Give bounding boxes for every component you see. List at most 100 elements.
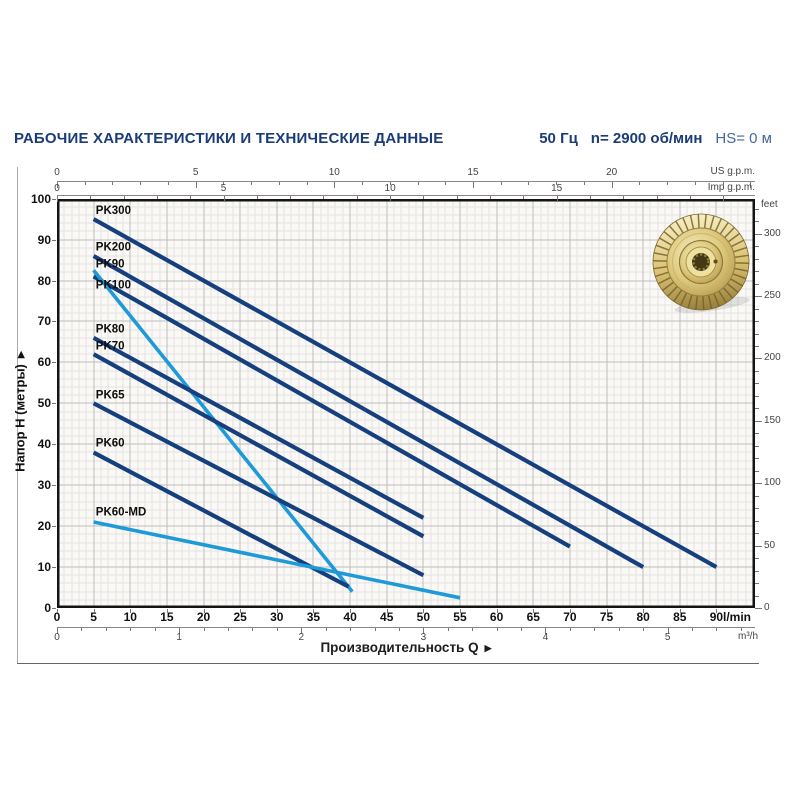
spec-row: 50 Гц n= 2900 об/мин HS= 0 м: [539, 130, 772, 147]
feet-tick-mark: [755, 571, 759, 572]
speed-value: n= 2900 об/мин: [590, 130, 703, 147]
x-tick-label: 40: [343, 610, 357, 624]
imp-gpm-tick-mark: [57, 196, 58, 202]
x-tick-mark: [716, 609, 717, 613]
imp-gpm-axis-label: Imp g.p.m.: [707, 182, 755, 193]
x-tick-label: 80: [636, 610, 650, 624]
m3h-axis-line: [57, 627, 755, 628]
x-tick-mark: [533, 609, 534, 613]
imp-gpm-tick-mark: [623, 196, 624, 199]
m3h-tick-label: 4: [542, 632, 549, 643]
us-gpm-tick-mark: [584, 182, 585, 185]
feet-tick-label: 50: [764, 539, 776, 551]
us-gpm-tick-mark: [362, 182, 363, 185]
m3h-tick-mark: [130, 628, 131, 631]
frequency-value: 50 Гц: [539, 130, 578, 147]
m3h-tick-mark: [57, 628, 58, 634]
curve-PK90: [92, 274, 571, 549]
imp-gpm-tick-mark: [590, 196, 591, 199]
curve-PK65: [92, 401, 425, 578]
us-gpm-tick-mark: [528, 182, 529, 185]
feet-tick-mark: [755, 321, 759, 322]
us-gpm-tick-mark: [612, 182, 613, 188]
m3h-tick-mark: [423, 628, 424, 634]
series-label-PK200: PK200: [96, 242, 131, 254]
imp-gpm-tick-mark: [257, 196, 258, 199]
y-tick-mark: [52, 403, 56, 404]
m3h-tick-mark: [204, 628, 205, 631]
us-gpm-tick-mark: [473, 182, 474, 188]
x-tick-mark: [167, 609, 168, 613]
imp-gpm-tick-label: 0: [54, 183, 60, 194]
imp-gpm-tick-label: 10: [384, 183, 396, 194]
feet-tick-mark: [755, 309, 759, 310]
imp-gpm-tick-mark: [490, 196, 491, 199]
feet-tick-mark: [755, 271, 759, 272]
us-gpm-tick-mark: [112, 182, 113, 185]
us-gpm-tick-mark: [390, 182, 391, 185]
x-tick-label: 75: [599, 610, 614, 624]
feet-tick-mark: [755, 471, 759, 472]
feet-tick-label: 100: [764, 477, 781, 489]
series-label-PK65: PK65: [96, 389, 125, 401]
x-tick-mark: [277, 609, 278, 613]
feet-tick-mark: [755, 596, 759, 597]
x-axis-title-text: Производительность Q: [320, 640, 479, 655]
imp-gpm-tick-mark: [690, 196, 691, 199]
us-gpm-tick-mark: [750, 182, 751, 188]
series-label-PK70: PK70: [96, 341, 125, 353]
us-gpm-tick-mark: [723, 182, 724, 185]
m3h-axis-unit-label: m³/h: [738, 631, 758, 642]
us-gpm-tick-mark: [251, 182, 252, 185]
m3h-tick-mark: [252, 628, 253, 631]
m3h-tick-label: 0: [54, 632, 60, 643]
lmin-axis-unit-label: l/min: [723, 610, 752, 624]
feet-tick-mark: [755, 371, 759, 372]
us-gpm-tick-mark: [223, 182, 224, 185]
feet-tick-mark: [755, 346, 759, 347]
us-gpm-tick-mark: [445, 182, 446, 185]
us-gpm-tick-mark: [695, 182, 696, 185]
x-tick-label: 5: [90, 610, 97, 624]
imp-gpm-tick-mark: [90, 196, 91, 199]
imp-gpm-axis-line: [57, 195, 755, 196]
y-tick-mark: [52, 240, 56, 241]
x-tick-label: 85: [673, 610, 687, 624]
m3h-tick-mark: [472, 628, 473, 631]
right-arrow-icon: ▶: [484, 643, 492, 653]
x-tick-label: 0: [53, 610, 61, 624]
left-border-line: [17, 167, 18, 663]
series-label-PK80: PK80: [96, 324, 125, 336]
up-arrow-icon: ▶: [15, 351, 26, 359]
feet-tick-label: 200: [764, 352, 781, 364]
feet-tick-mark: [755, 284, 759, 285]
suction-head-value: HS= 0 м: [715, 130, 772, 147]
m3h-tick-mark: [570, 628, 571, 631]
us-gpm-tick-mark: [196, 182, 197, 188]
us-gpm-axis-line: [57, 181, 755, 182]
feet-tick-mark: [755, 483, 762, 484]
y-tick-label: 20: [37, 519, 51, 534]
m3h-tick-mark: [741, 628, 742, 631]
m3h-tick-mark: [81, 628, 82, 631]
x-tick-label: 35: [306, 610, 321, 624]
m3h-tick-mark: [326, 628, 327, 631]
bottom-border-line: [17, 663, 759, 664]
imp-gpm-tick-mark: [457, 196, 458, 199]
x-tick-mark: [350, 609, 351, 613]
x-tick-label: 25: [233, 610, 247, 624]
us-gpm-tick-label: 5: [192, 167, 199, 178]
imp-gpm-tick-mark: [423, 196, 424, 199]
curve-PK300: [92, 217, 718, 569]
y-tick-label: 60: [37, 355, 51, 370]
feet-tick-mark: [755, 583, 759, 584]
series-label-PK90: PK90: [96, 258, 125, 270]
feet-tick-mark: [755, 608, 762, 609]
feet-tick-mark: [755, 408, 759, 409]
m3h-tick-mark: [619, 628, 620, 631]
us-gpm-tick-mark: [57, 182, 58, 188]
us-gpm-axis-label: US g.p.m.: [710, 166, 755, 177]
m3h-tick-mark: [545, 628, 546, 634]
feet-tick-label: 0: [764, 602, 770, 613]
